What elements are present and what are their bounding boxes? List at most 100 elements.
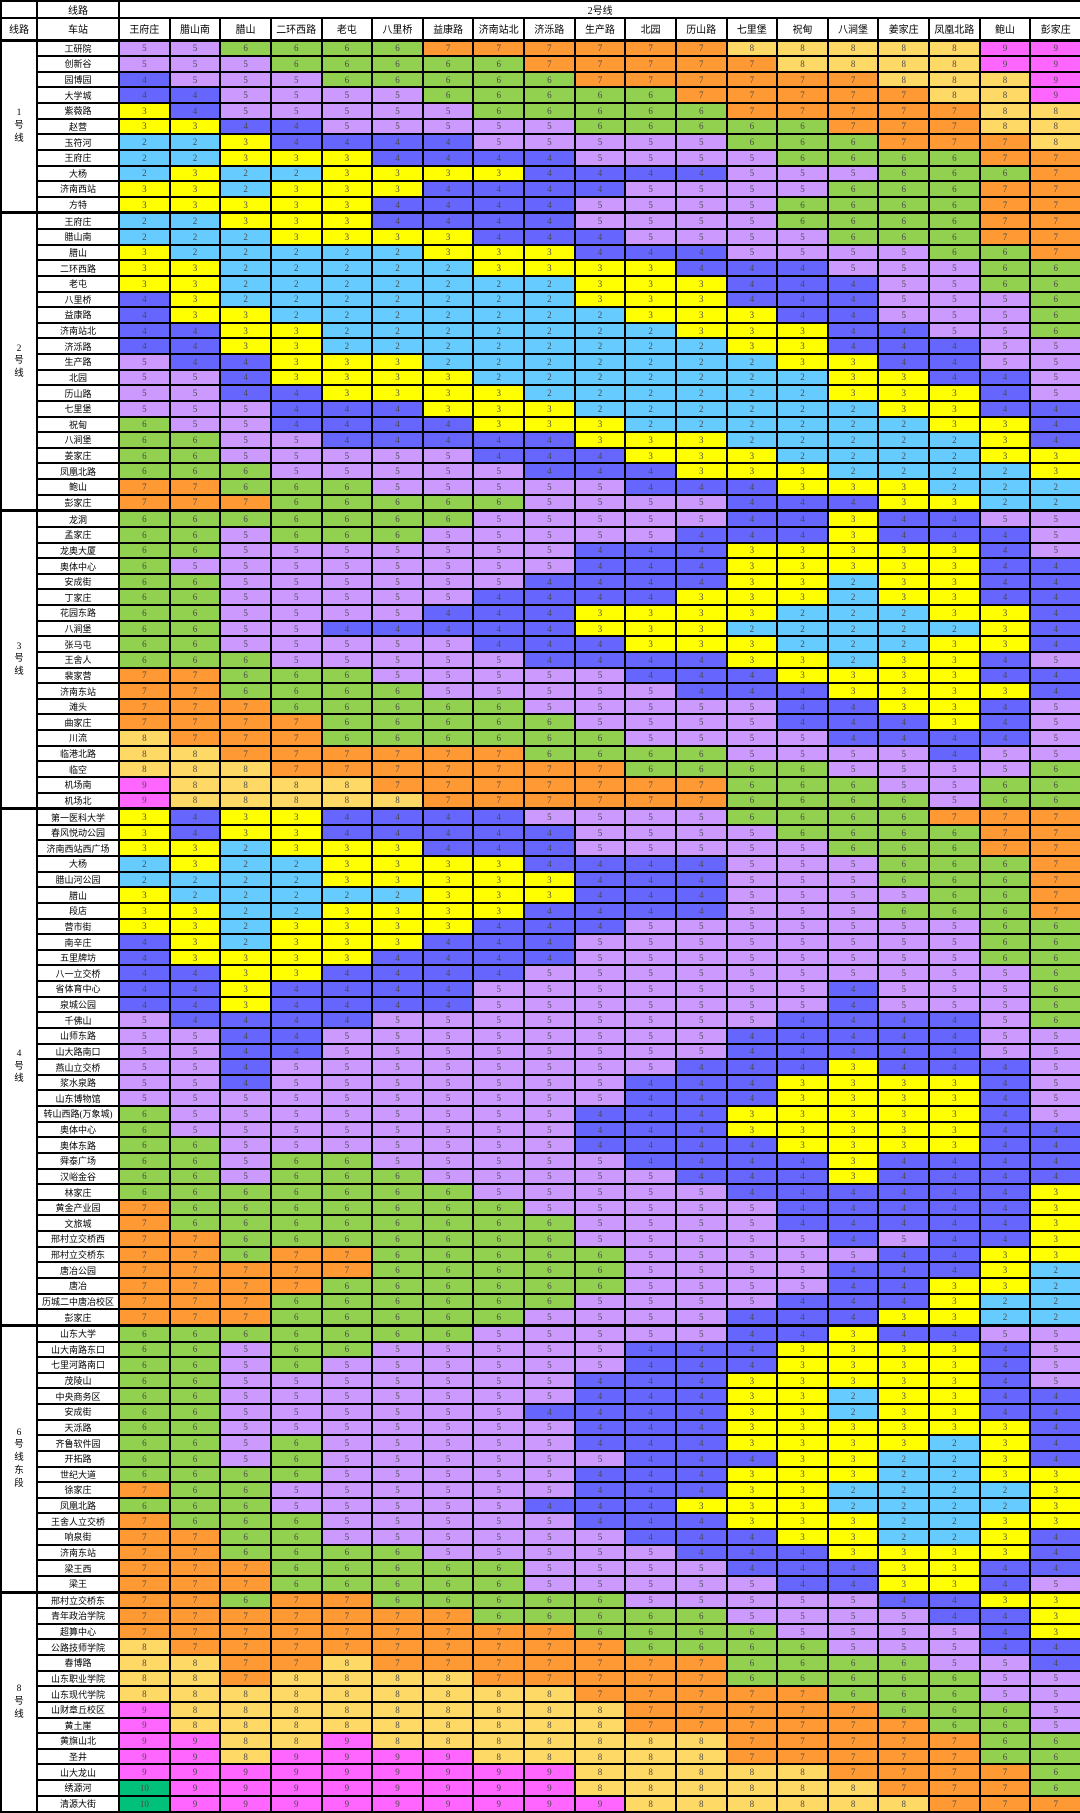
fare-cell: 3 <box>674 321 728 340</box>
fare-cell: 2 <box>472 353 525 371</box>
fare-cell: 6 <box>978 886 1032 904</box>
fare-cell: 7 <box>978 807 1032 826</box>
fare-cell: 4 <box>928 729 981 747</box>
fare-cell: 5 <box>523 1120 576 1139</box>
fare-cell: 5 <box>371 102 424 120</box>
fare-cell: 5 <box>573 666 627 685</box>
station-label: 奥体中心 <box>36 557 120 575</box>
fare-cell: 3 <box>826 1340 880 1359</box>
fare-cell: 6 <box>269 1543 323 1562</box>
fare-cell: 5 <box>928 791 981 810</box>
fare-cell: 5 <box>371 462 424 481</box>
fare-cell: 3 <box>928 1073 981 1092</box>
fare-cell: 4 <box>978 1403 1032 1421</box>
fare-cell: 5 <box>928 274 981 293</box>
fare-cell: 6 <box>776 117 829 136</box>
fare-cell: 5 <box>320 1387 374 1405</box>
fare-cell: 4 <box>674 1465 728 1484</box>
fare-cell: 2 <box>118 164 171 183</box>
fare-cell: 5 <box>472 478 525 496</box>
fare-cell: 7 <box>978 133 1032 151</box>
fare-cell: 5 <box>877 1638 930 1657</box>
fare-cell: 4 <box>1029 1120 1080 1139</box>
fare-cell: 5 <box>219 86 272 104</box>
fare-cell: 5 <box>421 1465 475 1484</box>
fare-cell: 4 <box>826 729 880 747</box>
fare-cell: 3 <box>472 259 525 277</box>
fare-cell: 4 <box>877 713 930 732</box>
fare-cell: 5 <box>624 525 677 544</box>
fare-cell: 2 <box>269 290 323 309</box>
fare-cell: 4 <box>1029 1543 1080 1562</box>
fare-cell: 4 <box>523 635 576 653</box>
fare-cell: 4 <box>674 259 728 277</box>
fare-cell: 5 <box>674 1323 728 1343</box>
fare-cell: 7 <box>269 1654 323 1672</box>
fare-cell: 8 <box>320 1700 374 1719</box>
fare-cell: 3 <box>725 588 779 607</box>
fare-cell: 4 <box>674 557 728 575</box>
fare-cell: 3 <box>371 353 424 371</box>
station-label: 唐冶 <box>36 1277 120 1295</box>
fare-cell: 4 <box>826 1042 880 1061</box>
fare-cell: 8 <box>118 744 171 763</box>
fare-cell: 6 <box>978 1716 1032 1735</box>
fare-cell: 2 <box>877 446 930 465</box>
fare-cell: 4 <box>118 995 171 1014</box>
fare-cell: 5 <box>269 1387 323 1405</box>
fare-cell: 8 <box>269 1732 323 1750</box>
fare-cell: 6 <box>928 870 981 889</box>
fare-cell: 6 <box>877 228 930 246</box>
fare-cell: 5 <box>624 1277 677 1295</box>
fare-cell: 3 <box>219 133 272 151</box>
fare-cell: 3 <box>118 902 171 920</box>
fare-cell: 5 <box>776 948 829 967</box>
fare-cell: 4 <box>219 1073 272 1092</box>
fare-cell: 4 <box>523 148 576 167</box>
fare-cell: 5 <box>472 572 525 591</box>
fare-cell: 7 <box>978 148 1032 167</box>
fare-cell: 4 <box>776 259 829 277</box>
fare-cell: 6 <box>928 1716 981 1735</box>
station-label: 安成街 <box>36 572 120 591</box>
fare-cell: 6 <box>118 572 171 591</box>
fare-cell: 7 <box>320 1607 374 1625</box>
fare-cell: 7 <box>168 1308 222 1327</box>
fare-cell: 5 <box>523 995 576 1014</box>
fare-cell: 4 <box>978 399 1032 418</box>
fare-cell: 9 <box>320 1747 374 1766</box>
fare-cell: 7 <box>776 1716 829 1735</box>
fare-cell: 7 <box>624 1716 677 1735</box>
fare-cell: 4 <box>624 572 677 591</box>
fare-cell: 3 <box>928 572 981 591</box>
fare-cell: 3 <box>826 1449 880 1468</box>
fare-cell: 6 <box>523 744 576 763</box>
fare-cell: 9 <box>472 1794 525 1813</box>
fare-cell: 4 <box>472 588 525 607</box>
fare-cell: 4 <box>523 572 576 591</box>
fare-cell: 6 <box>269 1465 323 1484</box>
fare-cell: 2 <box>978 1308 1032 1327</box>
fare-cell: 5 <box>776 243 829 262</box>
station-label: 生产路 <box>36 353 120 371</box>
station-label: 玉符河 <box>36 133 120 151</box>
fare-cell: 6 <box>978 164 1032 183</box>
fare-cell: 2 <box>472 368 525 387</box>
fare-cell: 7 <box>776 1700 829 1719</box>
fare-cell: 6 <box>928 1685 981 1703</box>
fare-cell: 9 <box>472 1779 525 1797</box>
fare-cell: 8 <box>118 1638 171 1657</box>
fare-cell: 5 <box>674 1277 728 1295</box>
fare-cell: 8 <box>826 1779 880 1797</box>
fare-cell: 4 <box>978 713 1032 732</box>
fare-cell: 4 <box>928 337 981 356</box>
station-label: 鲍山 <box>36 478 120 496</box>
fare-cell: 3 <box>472 384 525 402</box>
fare-cell: 5 <box>826 917 880 936</box>
fare-cell: 2 <box>978 1496 1032 1515</box>
fare-cell: 8 <box>1029 117 1080 136</box>
fare-cell: 4 <box>725 1183 779 1201</box>
fare-cell: 3 <box>674 462 728 481</box>
fare-cell: 10 <box>118 1794 171 1813</box>
fare-cell: 6 <box>725 791 779 810</box>
